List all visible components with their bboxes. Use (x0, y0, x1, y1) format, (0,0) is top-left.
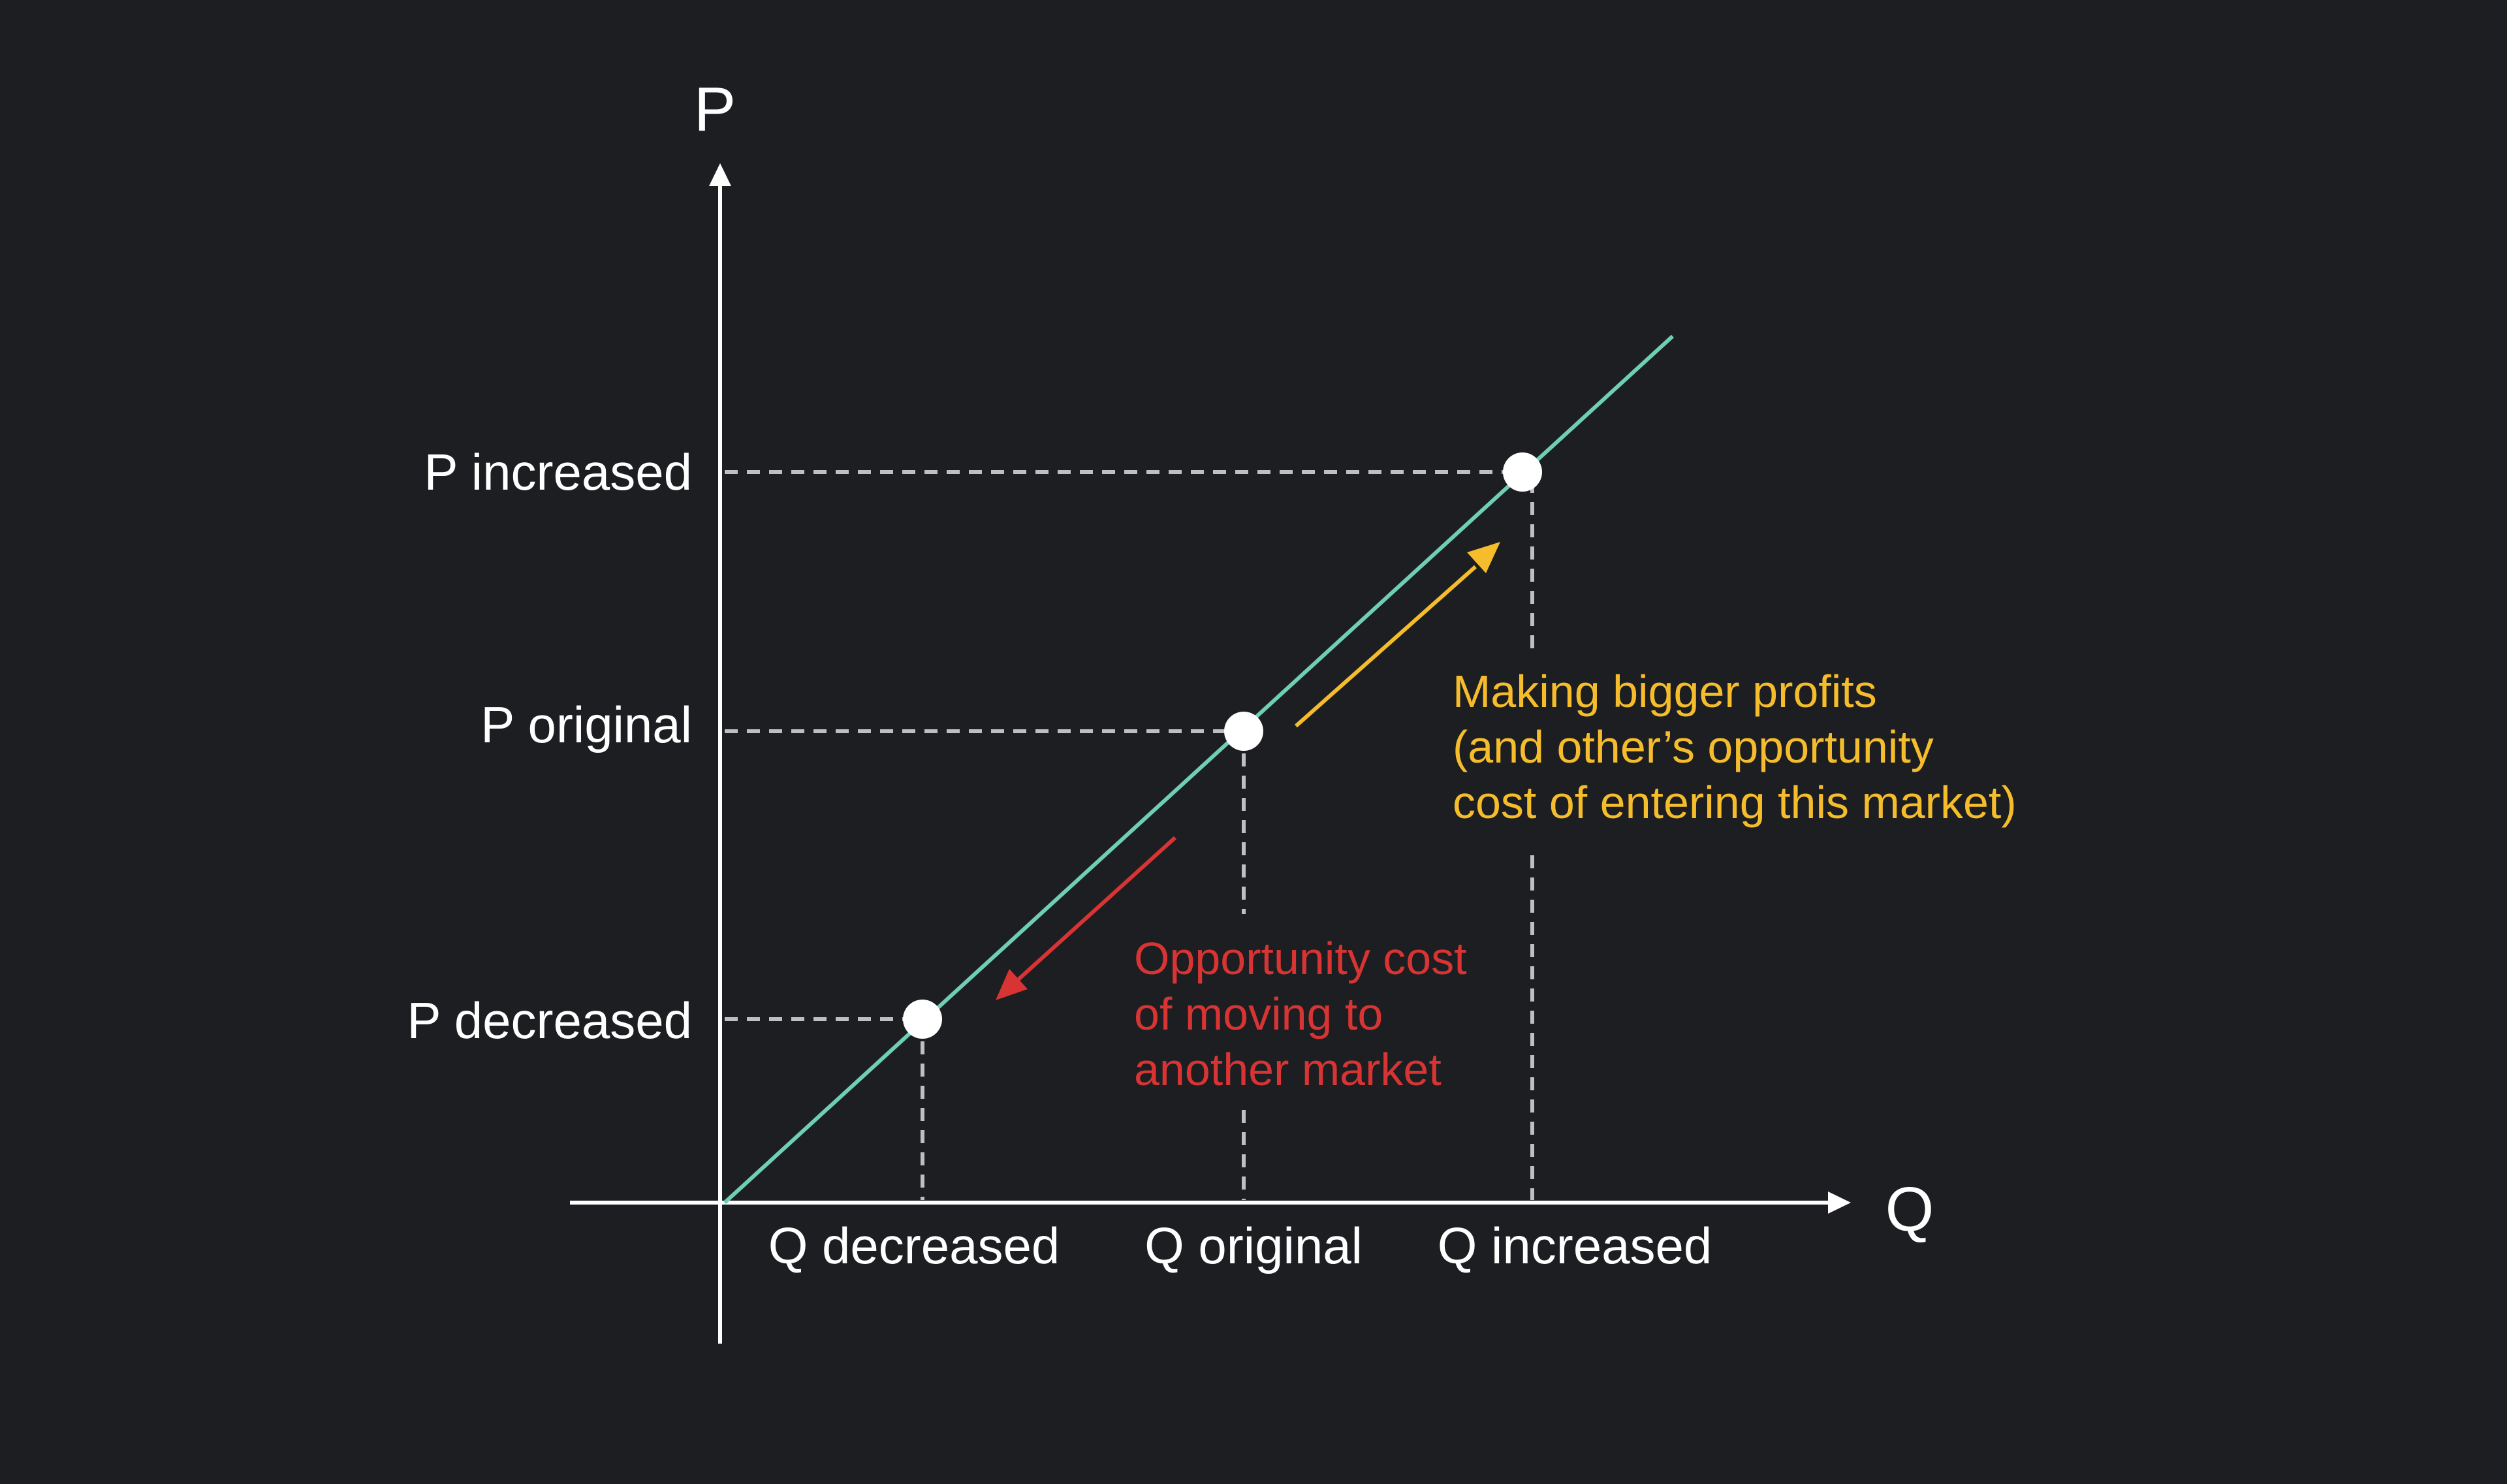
label-q-original: Q original (1144, 1217, 1363, 1274)
profit-annotation-line-1: Making bigger profits (1453, 666, 1877, 717)
profit-annotation-line-2: (and other’s opportunity (1453, 721, 1934, 772)
x-axis-title: Q (1885, 1175, 1934, 1244)
opportunity-annotation-line-3: another market (1134, 1044, 1442, 1095)
label-p-decreased: P decreased (407, 992, 692, 1049)
opportunity-annotation-line-2: of moving to (1134, 988, 1383, 1039)
profit-arrowhead-icon (1467, 542, 1500, 573)
point-decreased (903, 1000, 942, 1039)
point-increased (1503, 452, 1542, 492)
label-p-increased: P increased (424, 443, 693, 501)
y-axis-title: P (694, 74, 736, 144)
x-axis-arrowhead-icon (1828, 1192, 1851, 1214)
label-p-original: P original (481, 696, 692, 753)
opportunity-annotation-line-1: Opportunity cost (1134, 933, 1467, 984)
y-axis-arrowhead-icon (709, 163, 731, 186)
profit-arrow (1295, 565, 1477, 728)
opportunity-arrow (1017, 836, 1177, 981)
opportunity-arrowhead-icon (996, 969, 1028, 1000)
point-original (1224, 712, 1263, 751)
profit-annotation-line-3: cost of entering this market) (1453, 777, 2017, 828)
label-q-decreased: Q decreased (768, 1217, 1060, 1274)
label-q-increased: Q increased (1438, 1217, 1712, 1274)
